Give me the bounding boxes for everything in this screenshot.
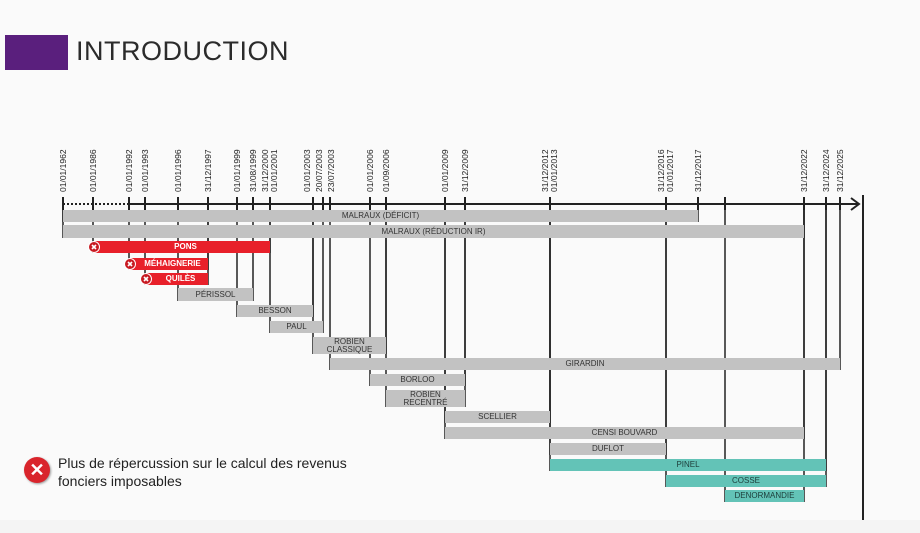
bar-label: PONS [174,242,197,251]
bar-malraux-r-duction-ir-: MALRAUX (RÉDUCTION IR) [63,225,804,238]
x-mark-icon [143,276,149,282]
bar-label: PINEL [676,460,700,469]
tick-label: 31/12/2012 01/01/2013 [540,149,559,192]
bar-label: MALRAUX (DÉFICIT) [341,211,420,220]
bar-scellier: SCELLIER [445,411,550,423]
tick-label: 01/09/2006 [380,149,391,192]
bar-quil-s: QUILÈS [145,273,208,285]
tick-label: 31/12/2022 [798,149,809,192]
bar-m-haignerie: MÉHAIGNERIE [129,258,208,270]
bar-label: MÉHAIGNERIE [144,259,201,268]
bar-girardin: GIRARDIN [330,358,840,370]
tick-label: 01/01/1996 [172,149,183,192]
x-circle-icon: ✕ [24,457,50,483]
x-mark-icon [127,261,133,267]
title-accent-block [5,35,68,70]
bar-robien-recentr-: ROBIEN RECENTRÉ [386,390,465,407]
bar-duflot: DUFLOT [550,443,666,455]
bar-label: DUFLOT [592,444,624,453]
bar-paul: PAUL [270,321,323,333]
bar-robien-classique: ROBIEN CLASSIQUE [313,337,386,354]
x-circle-icon [88,241,100,253]
bar-denormandie: DENORMANDIE [725,490,804,502]
tick-label: 20/07/2003 [314,149,324,192]
bar-p-rissol: PÉRISSOL [178,288,253,301]
tick-label: 31/12/1997 [202,149,213,192]
x-mark-icon [91,244,97,250]
bar-label: BESSON [258,306,292,315]
tick-label: 01/01/2003 [302,149,312,192]
x-circle-icon [140,273,152,285]
tick-label: 23/07/2003 [326,149,336,192]
tick-label: 31/12/2000 01/01/2001 [260,149,279,192]
axis-arrow-icon [850,197,861,211]
tick-label: 31/12/2016 01/01/2017 [656,149,675,192]
bar-malraux-d-ficit-: MALRAUX (DÉFICIT) [63,210,698,222]
x-stroke [91,244,97,250]
tick-label: 31/12/2024 [820,149,831,192]
x-stroke [127,261,133,267]
tick-label: 01/01/1999 [231,149,242,192]
bar-label: CENSI BOUVARD [591,428,658,437]
bar-pons: PONS [93,241,270,253]
bar-censi-bouvard: CENSI BOUVARD [445,427,804,439]
x-circle-icon [124,258,136,270]
tick-label: 01/01/2006 [364,149,375,192]
bar-label: PAUL [286,322,307,331]
tick-label: 31/08/1999 [247,149,258,192]
bar-label: QUILÈS [165,274,196,283]
legend-text: Plus de répercussion sur le calcul des r… [58,455,347,489]
tick-label: 01/01/1993 [139,149,150,192]
bar-pinel: PINEL [550,459,826,471]
bar-label: DENORMANDIE [734,491,795,500]
tick-label: 31/12/2025 [834,149,845,192]
bar-borloo: BORLOO [370,374,465,386]
bar-besson: BESSON [237,305,313,317]
tick-label: 31/12/2009 [459,149,470,192]
bar-label: MALRAUX (RÉDUCTION IR) [381,226,486,236]
bar-label: PÉRISSOL [195,289,236,299]
x-stroke [143,276,149,282]
tick-label: 01/01/1992 [123,149,134,192]
tick-label: 01/01/1986 [87,149,98,192]
bar-label: ROBIEN RECENTRÉ [403,389,448,407]
bar-cosse: COSSE [666,475,826,487]
bar-label: GIRARDIN [565,359,605,368]
bar-label: ROBIEN CLASSIQUE [326,336,373,354]
tick-label: 01/01/1962 [57,149,68,192]
bar-label: SCELLIER [478,412,517,421]
tick-label: 31/12/2017 [692,149,703,192]
tick-label: 01/01/2009 [439,149,450,192]
bar-label: BORLOO [400,375,435,384]
page-title: INTRODUCTION [76,36,289,66]
bar-label: COSSE [731,476,760,485]
